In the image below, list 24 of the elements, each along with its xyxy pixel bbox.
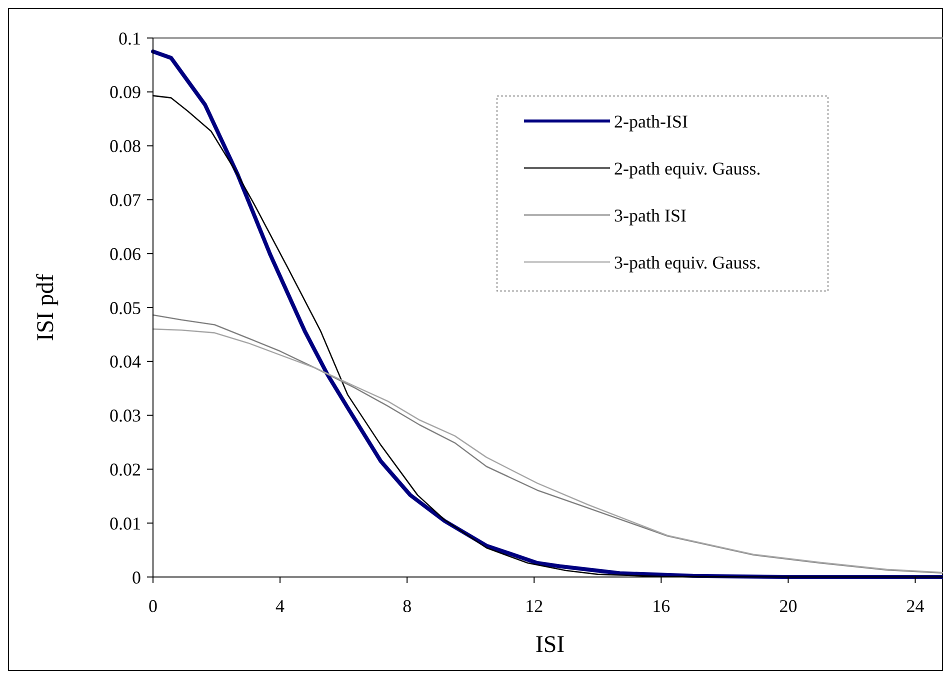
y-tick-label: 0.1 [118,28,141,48]
x-tick-label: 20 [779,596,798,616]
x-tick-label: 8 [402,596,412,616]
x-tick-label: 12 [525,596,544,616]
x-tick-label: 24 [906,596,924,616]
y-tick-label: 0.02 [110,460,141,480]
legend-label: 3-path equiv. Gauss. [614,252,761,272]
y-axis-title: ISI pdf [33,274,59,342]
x-tick-label: 4 [276,596,285,616]
y-tick-label: 0.07 [110,190,141,210]
y-tick-label: 0.08 [110,136,141,156]
x-tick-label: 16 [652,596,670,616]
x-axis-title: ISI [535,632,565,658]
legend-label: 2-path-ISI [614,111,688,132]
y-tick-label: 0.06 [110,244,141,264]
y-tick-label: 0.04 [110,352,141,372]
legend-label: 2-path equiv. Gauss. [614,158,761,178]
y-tick-label: 0.09 [110,82,141,102]
x-tick-label: 0 [148,596,158,616]
y-tick-label: 0.01 [110,513,141,534]
y-tick-label: 0.03 [110,406,141,426]
legend-label: 3-path ISI [614,205,686,226]
y-tick-label: 0 [132,567,141,588]
y-tick-label: 0.05 [110,298,141,318]
